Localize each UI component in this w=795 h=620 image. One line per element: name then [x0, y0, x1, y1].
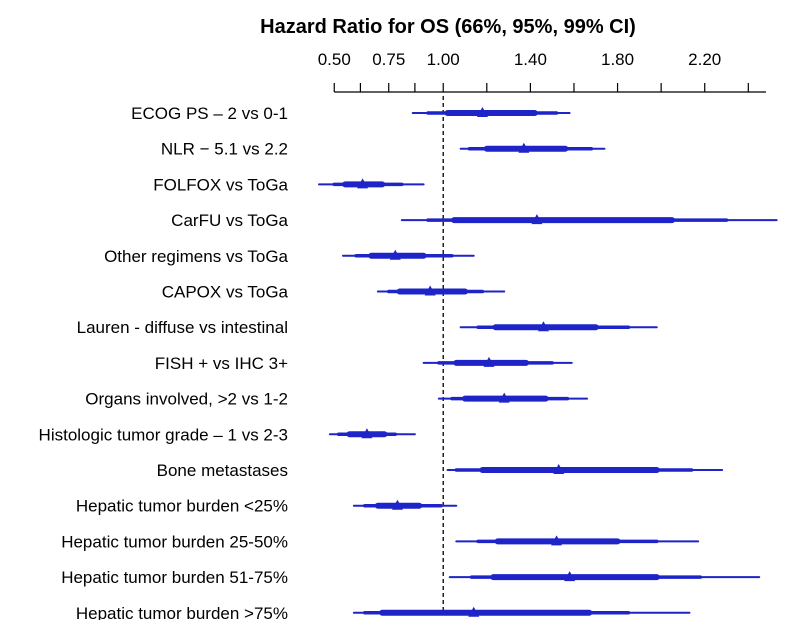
- x-axis: 0.50 0.75 1.00 1.40 1.80 2.20: [318, 50, 766, 93]
- row-label: Bone metastases: [157, 461, 288, 480]
- hr-point-marker: [483, 356, 495, 367]
- hr-point-marker: [476, 107, 488, 117]
- hr-point-marker: [468, 606, 480, 617]
- row-label: NLR − 5.1 vs 2.2: [161, 140, 288, 159]
- hr-point-marker: [518, 142, 530, 153]
- row-label: Other regimens vs ToGa: [104, 247, 288, 266]
- row-label: CarFU vs ToGa: [171, 211, 288, 230]
- forest-row: Hepatic tumor burden <25%: [76, 497, 458, 516]
- x-tick-label: 2.20: [688, 50, 721, 69]
- row-label: Lauren - diffuse vs intestinal: [77, 318, 288, 337]
- forest-row: Hepatic tumor burden 25-50%: [61, 532, 700, 551]
- forest-row: NLR − 5.1 vs 2.2: [161, 140, 606, 159]
- forest-row: CarFU vs ToGa: [171, 211, 778, 230]
- x-tick-label: 0.50: [318, 50, 351, 69]
- x-tick-label: 1.00: [427, 50, 460, 69]
- hr-point-marker: [551, 535, 563, 546]
- row-label: Organs involved, >2 vs 1-2: [85, 390, 288, 409]
- forest-row: Other regimens vs ToGa: [104, 247, 475, 266]
- forest-row: Hepatic tumor burden 51-75%: [61, 568, 761, 587]
- forest-rows: ECOG PS – 2 vs 0-1 NLR − 5.1 vs 2.2 FOLFOX…: [39, 104, 778, 620]
- row-label: FOLFOX vs ToGa: [153, 175, 288, 194]
- row-label: Histologic tumor grade – 1 vs 2-3: [39, 425, 288, 444]
- hr-point-marker: [498, 392, 510, 403]
- chart-title: Hazard Ratio for OS (66%, 95%, 99% CI): [260, 16, 636, 38]
- row-label: Hepatic tumor burden <25%: [76, 497, 288, 516]
- forest-row: Histologic tumor grade – 1 vs 2-3: [39, 425, 416, 444]
- hr-point-marker: [564, 571, 576, 582]
- forest-row: ECOG PS – 2 vs 0-1: [131, 104, 571, 123]
- forest-row: Lauren - diffuse vs intestinal: [77, 318, 658, 337]
- forest-row: FISH + vs IHC 3+: [155, 354, 573, 373]
- hr-point-marker: [357, 178, 369, 189]
- forest-row: Bone metastases: [157, 461, 724, 480]
- forest-row: Organs involved, >2 vs 1-2: [85, 390, 589, 409]
- row-label: CAPOX vs ToGa: [162, 283, 289, 302]
- hr-point-marker: [389, 249, 401, 260]
- forest-row: FOLFOX vs ToGa: [153, 175, 425, 194]
- hr-point-marker: [391, 499, 403, 510]
- hr-point-marker: [361, 428, 373, 439]
- forest-row: Hepatic tumor burden >75%: [76, 604, 691, 620]
- row-label: Hepatic tumor burden 25-50%: [61, 532, 288, 551]
- x-tick-label: 1.40: [514, 50, 547, 69]
- hr-point-marker: [553, 464, 565, 474]
- row-label: ECOG PS – 2 vs 0-1: [131, 104, 288, 123]
- row-label: Hepatic tumor burden 51-75%: [61, 568, 288, 587]
- row-label: FISH + vs IHC 3+: [155, 354, 288, 373]
- hr-point-marker: [531, 214, 543, 225]
- forest-row: CAPOX vs ToGa: [162, 283, 506, 302]
- x-tick-label: 0.75: [372, 50, 405, 69]
- hr-point-marker: [424, 285, 436, 296]
- row-label: Hepatic tumor burden >75%: [76, 604, 288, 620]
- x-tick-label: 1.80: [601, 50, 634, 69]
- hr-point-marker: [537, 321, 549, 332]
